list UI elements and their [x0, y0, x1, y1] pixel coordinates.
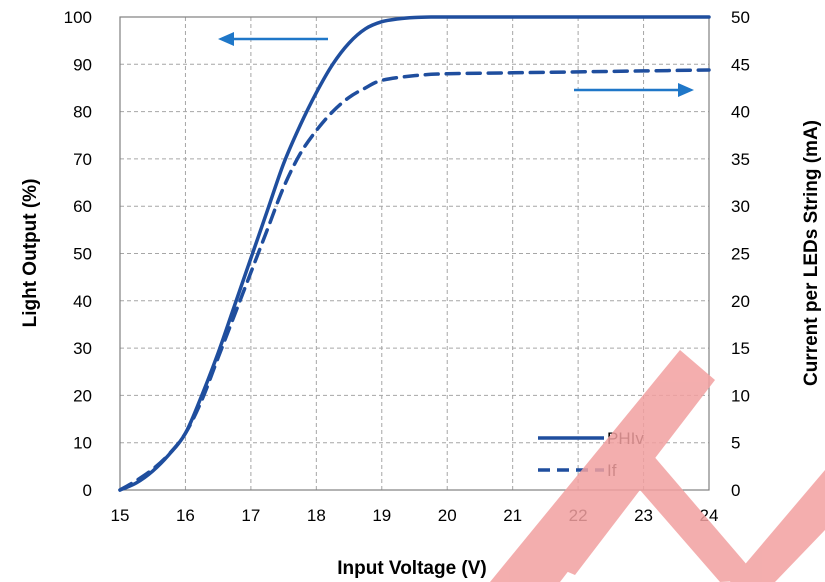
y-left-tick-label: 0	[83, 481, 92, 500]
right-arrow-head	[678, 83, 694, 97]
left-arrow-head	[218, 32, 234, 46]
y-right-tick-label: 50	[731, 8, 750, 27]
tick-labels: 1516171819202122232401020304050607080901…	[64, 8, 750, 525]
y-left-tick-label: 70	[73, 150, 92, 169]
y-left-tick-label: 50	[73, 245, 92, 264]
x-tick-label: 18	[307, 506, 326, 525]
x-tick-label: 16	[176, 506, 195, 525]
x-tick-label: 23	[634, 506, 653, 525]
y-axis-right-title: Current per LEDs String (mA)	[801, 120, 822, 386]
y-right-tick-label: 15	[731, 339, 750, 358]
series-layer	[118, 15, 711, 492]
y-right-tick-label: 10	[731, 386, 750, 405]
watermark	[490, 350, 825, 582]
series-line-if	[118, 68, 711, 492]
y-left-tick-label: 60	[73, 197, 92, 216]
y-left-tick-label: 90	[73, 55, 92, 74]
watermark-stroke-1	[490, 350, 715, 582]
watermark-stroke-3	[730, 470, 825, 582]
x-tick-label: 15	[111, 506, 130, 525]
watermark-stroke-2	[540, 440, 760, 582]
y-right-tick-label: 45	[731, 55, 750, 74]
y-right-tick-label: 35	[731, 150, 750, 169]
y-left-tick-label: 40	[73, 292, 92, 311]
y-right-tick-label: 25	[731, 245, 750, 264]
y-axis-left-title: Light Output (%)	[20, 179, 41, 328]
y-right-tick-label: 30	[731, 197, 750, 216]
x-tick-label: 20	[438, 506, 457, 525]
x-tick-label: 17	[241, 506, 260, 525]
x-axis-title: Input Voltage (V)	[337, 558, 487, 579]
y-left-tick-label: 80	[73, 103, 92, 122]
y-left-tick-label: 100	[64, 8, 92, 27]
x-tick-label: 21	[503, 506, 522, 525]
y-left-tick-label: 30	[73, 339, 92, 358]
y-right-tick-label: 40	[731, 103, 750, 122]
y-left-tick-label: 20	[73, 386, 92, 405]
x-tick-label: 19	[372, 506, 391, 525]
y-right-tick-label: 20	[731, 292, 750, 311]
grid-lines	[120, 17, 709, 490]
y-right-tick-label: 5	[731, 434, 740, 453]
axis-arrows	[218, 32, 694, 97]
y-right-tick-label: 0	[731, 481, 740, 500]
y-left-tick-label: 10	[73, 434, 92, 453]
